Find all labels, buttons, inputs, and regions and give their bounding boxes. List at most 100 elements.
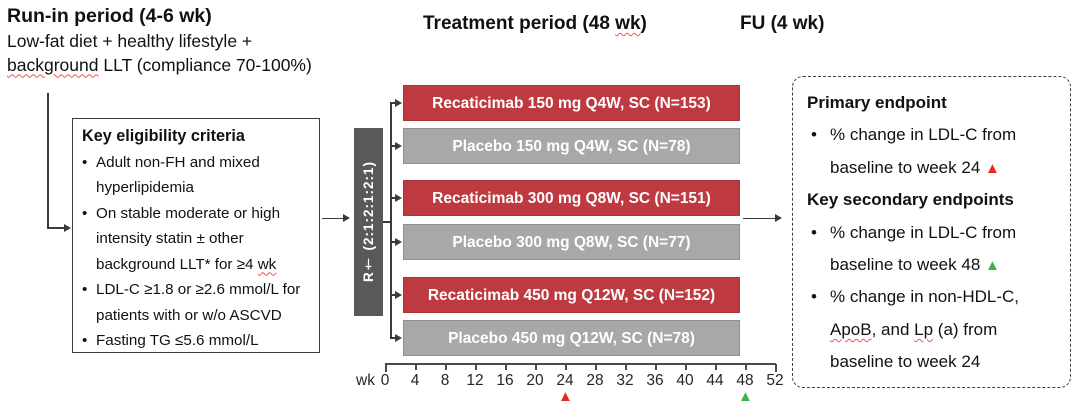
text-run: % change in non-HDL-C, [830, 287, 1019, 306]
axis-tick-label: 44 [706, 372, 724, 389]
text-run: intensity statin ± other [96, 230, 244, 247]
randomization-branch-line [390, 103, 392, 339]
text-run: Key eligibility criteria [82, 127, 245, 145]
arrow-right-icon [395, 141, 402, 150]
text-run: baseline to week 24 ▲ [830, 158, 1000, 177]
red-triangle-icon: ▲ [558, 388, 573, 405]
axis-tick [685, 364, 687, 370]
text-run: Adult non-FH and mixed [96, 153, 260, 171]
arrow-right-icon [64, 223, 71, 232]
randomization-box: R† (2:1:2:1:2:1) [354, 128, 383, 316]
placebo-arm-bar: Placebo 300 mg Q8W, SC (N=77) [403, 224, 740, 260]
section-heading: Primary endpoint [807, 87, 1060, 119]
axis-tick-label: 20 [526, 372, 544, 389]
text-run: Low-fat diet + healthy lifestyle + [7, 31, 253, 51]
endpoints-box: Primary endpoint • % change in LDL-C from b… [792, 76, 1071, 388]
text-run: ApoB, and Lp (a) from [830, 320, 997, 339]
arrow-right-icon [395, 333, 402, 342]
follow-up-title: FU (4 wk) [740, 13, 825, 34]
run-in-subtitle: Low-fat diet + healthy lifestyle + backgr… [7, 30, 312, 77]
text-run: intensity statin ± other [96, 230, 244, 247]
text-run: LDL-C ≥1.8 or ≥2.6 mmol/L for [96, 281, 301, 298]
text-run: On stable moderate or high [96, 204, 281, 222]
branch-line [390, 102, 396, 104]
text-run: Fasting TG ≤5.6 mmol/L [96, 332, 259, 349]
text-line: baseline to week 48 ▲ [807, 249, 1060, 281]
axis-tick-label: 52 [766, 372, 784, 389]
branch-line [390, 337, 396, 339]
section-heading: Key secondary endpoints [807, 184, 1060, 216]
axis-tick [625, 364, 627, 370]
text-run: On stable moderate or high [96, 205, 280, 222]
arrow-right-icon [395, 237, 402, 246]
axis-tick [505, 364, 507, 370]
run-in-connector-line [47, 93, 49, 228]
text-run: Key secondary endpoints [807, 190, 1014, 209]
text-line: • Adult non-FH and mixed [82, 150, 311, 176]
text-run: % change in LDL-C from [830, 222, 1017, 242]
axis-tick-label: 40 [676, 372, 694, 389]
text-run: (a) from [933, 319, 998, 339]
text-run: background LLT* for ≥4 wk [96, 256, 276, 273]
axis-unit-label: wk [356, 372, 375, 389]
text-run: Primary endpoint [807, 93, 947, 112]
axis-tick [565, 364, 567, 370]
text-run: wk [257, 255, 277, 273]
axis-tick-label: 16 [496, 372, 514, 389]
randomization-ratio-label: R† (2:1:2:1:2:1) [361, 161, 376, 283]
text-run: % change in non-HDL-C, [830, 287, 1019, 307]
text-line: baseline to week 24 [807, 346, 1060, 378]
text-run: background LLT (compliance 70-100%) [7, 55, 312, 75]
axis-tick-label: 48 [736, 372, 754, 389]
placebo-arm-bar: Placebo 450 mg Q12W, SC (N=78) [403, 320, 740, 356]
axis-tick-label: 24 [556, 372, 574, 389]
text-run: baseline to week 24 [830, 352, 980, 371]
bullet-icon: • [82, 204, 88, 222]
text-run: ApoB [830, 319, 872, 339]
arrow-right-icon [775, 214, 782, 222]
text-line: • % change in LDL-C from [807, 217, 1060, 249]
axis-tick [445, 364, 447, 370]
text-line: ApoB, and Lp (a) from [807, 314, 1060, 346]
run-in-connector-line [47, 227, 65, 229]
recaticimab-arm-bar: Recaticimab 450 mg Q12W, SC (N=152) [403, 277, 740, 313]
text-line: patients with or w/o ASCVD [82, 303, 311, 329]
text-run: baseline to week 24 [830, 157, 985, 177]
text-line: hyperlipidemia [82, 175, 311, 201]
axis-tick [415, 364, 417, 370]
text-run: Treatment period (48 [423, 13, 616, 34]
text-run: background LLT* for ≥4 [96, 255, 258, 273]
text-run: Low-fat diet + healthy lifestyle + [7, 31, 252, 51]
text-run: Adult non-FH and mixed [96, 154, 260, 171]
text-line: baseline to week 24 ▲ [807, 152, 1060, 184]
axis-tick-label: 8 [440, 372, 450, 389]
branch-line [390, 145, 396, 147]
text-run: baseline to week 48 [830, 255, 985, 275]
text-run: Key secondary endpoints [807, 190, 1014, 210]
text-run: baseline to week 48 ▲ [830, 255, 1000, 274]
axis-tick [715, 364, 717, 370]
axis-tick [775, 364, 777, 372]
axis-tick [475, 364, 477, 370]
branch-line [390, 241, 396, 243]
text-run: hyperlipidemia [96, 179, 194, 196]
section-heading: Key eligibility criteria [82, 124, 311, 150]
text-run: baseline to week 24 [830, 352, 981, 372]
text-line: background LLT (compliance 70-100%) [7, 54, 312, 78]
bullet-icon: • [811, 125, 817, 145]
axis-tick-label: 28 [586, 372, 604, 389]
recaticimab-arm-bar: Recaticimab 300 mg Q8W, SC (N=151) [403, 180, 740, 216]
bullet-icon: • [82, 332, 88, 349]
recaticimab-arm-bar: Recaticimab 150 mg Q4W, SC (N=153) [403, 85, 740, 121]
text-run: % change in LDL-C from [830, 125, 1016, 144]
text-line: • On stable moderate or high [82, 201, 311, 227]
text-run: Lp [914, 319, 934, 339]
bullet-icon: • [82, 153, 88, 171]
eligibility-to-randomization-line [322, 217, 344, 220]
arrow-right-icon [395, 98, 402, 107]
week-axis: 0 4 8 12 16 20 24 28 32 36 40 44 48 52 ▲ ▲ [381, 363, 784, 413]
axis-tick [595, 364, 597, 370]
bullet-icon: • [82, 281, 88, 298]
text-run: background [7, 54, 99, 75]
